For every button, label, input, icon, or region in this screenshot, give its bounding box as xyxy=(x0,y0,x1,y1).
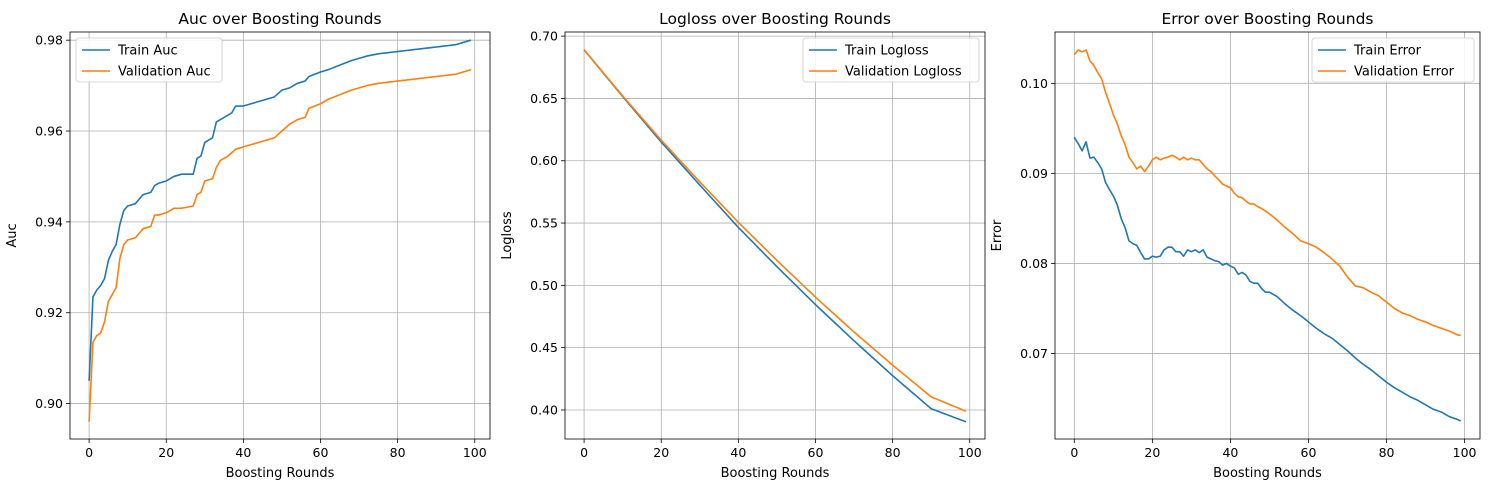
logloss-chart-title: Logloss over Boosting Rounds xyxy=(659,10,891,28)
logloss-legend: Train Logloss Validation Logloss xyxy=(802,37,980,83)
auc-ytick-label-1: 0.92 xyxy=(35,305,63,320)
auc-xtick-label-0: 0 xyxy=(85,445,93,460)
auc-x-axis-label: Boosting Rounds xyxy=(226,466,335,481)
error-ytick-label-3: 0.10 xyxy=(1020,76,1048,91)
logloss-y-axis-label: Logloss xyxy=(500,211,515,260)
error-ytick-label-1: 0.08 xyxy=(1020,256,1048,271)
auc-xtick-label-1: 20 xyxy=(158,445,174,460)
auc-chart-title: Auc over Boosting Rounds xyxy=(178,10,381,28)
auc-ytick-label-0: 0.90 xyxy=(35,396,63,411)
auc-ytick-label-2: 0.94 xyxy=(35,214,63,229)
logloss-xtick-label-4: 80 xyxy=(885,445,901,460)
auc-series-line-1 xyxy=(88,68,472,422)
error-x-axis-label: Boosting Rounds xyxy=(1213,466,1322,481)
error-ytick-label-2: 0.09 xyxy=(1020,166,1048,181)
error-legend: Train Error Validation Error xyxy=(1311,37,1475,83)
auc-xtick-label-4: 80 xyxy=(390,445,406,460)
auc-axes-frame xyxy=(69,31,491,440)
error-xtick-label-0: 0 xyxy=(1070,445,1078,460)
auc-series-line-0 xyxy=(88,39,472,381)
logloss-xtick-label-1: 20 xyxy=(653,445,669,460)
error-xtick-label-3: 60 xyxy=(1301,445,1317,460)
error-series-line-0 xyxy=(1073,136,1462,422)
logloss-ytick-label-4: 0.60 xyxy=(530,153,558,168)
auc-xtick-label-2: 40 xyxy=(235,445,251,460)
logloss-axes-frame xyxy=(564,31,986,440)
error-xtick-label-1: 20 xyxy=(1144,445,1160,460)
logloss-legend-label-0: Train Logloss xyxy=(844,44,929,59)
logloss-ytick-label-1: 0.45 xyxy=(530,340,558,355)
logloss-xtick-label-0: 0 xyxy=(580,445,588,460)
logloss-legend-box xyxy=(802,37,980,83)
logloss-xtick-label-3: 60 xyxy=(808,445,824,460)
logloss-x-axis-label: Boosting Rounds xyxy=(721,466,830,481)
logloss-ytick-label-2: 0.50 xyxy=(530,278,558,293)
logloss-legend-label-1: Validation Logloss xyxy=(845,65,962,80)
logloss-ytick-label-5: 0.65 xyxy=(530,91,558,106)
logloss-ytick-label-6: 0.70 xyxy=(530,29,558,44)
logloss-ytick-label-3: 0.55 xyxy=(530,216,558,231)
error-legend-label-1: Validation Error xyxy=(1354,65,1455,80)
error-axes-frame xyxy=(1054,31,1481,440)
logloss-series-line-1 xyxy=(583,49,967,412)
panel-logloss: 0 20 40 60 80 100 0.40 0.45 0.50 0.55 0.60 0.65 0.70… xyxy=(500,10,986,481)
auc-legend: Train Auc Validation Auc xyxy=(75,37,223,83)
error-legend-box xyxy=(1311,37,1475,83)
error-series-line-1 xyxy=(1073,49,1461,337)
panel-auc: 0 20 40 60 80 100 0.90 0.92 0.94 0.96 0.98 Auc over… xyxy=(5,10,491,481)
error-xtick-label-5: 100 xyxy=(1453,445,1477,460)
auc-xtick-label-5: 100 xyxy=(463,445,487,460)
logloss-ytick-label-0: 0.40 xyxy=(530,402,558,417)
logloss-xtick-label-2: 40 xyxy=(730,445,746,460)
logloss-xtick-label-5: 100 xyxy=(958,445,982,460)
error-legend-label-0: Train Error xyxy=(1353,44,1422,59)
auc-ytick-label-3: 0.96 xyxy=(35,124,63,139)
error-xtick-label-4: 80 xyxy=(1379,445,1395,460)
auc-ytick-label-4: 0.98 xyxy=(35,33,63,48)
error-xtick-label-2: 40 xyxy=(1222,445,1238,460)
auc-legend-label-1: Validation Auc xyxy=(118,65,211,80)
error-y-axis-label: Error xyxy=(990,219,1005,251)
logloss-series-line-0 xyxy=(583,49,967,423)
error-ytick-label-0: 0.07 xyxy=(1020,346,1048,361)
panel-error: 0 20 40 60 80 100 0.07 0.08 0.09 0.10 Error over B… xyxy=(990,10,1481,481)
error-chart-title: Error over Boosting Rounds xyxy=(1162,10,1374,28)
auc-y-axis-label: Auc xyxy=(5,223,20,247)
auc-legend-label-0: Train Auc xyxy=(117,44,178,59)
auc-xtick-label-3: 60 xyxy=(313,445,329,460)
auc-legend-box xyxy=(75,37,223,83)
